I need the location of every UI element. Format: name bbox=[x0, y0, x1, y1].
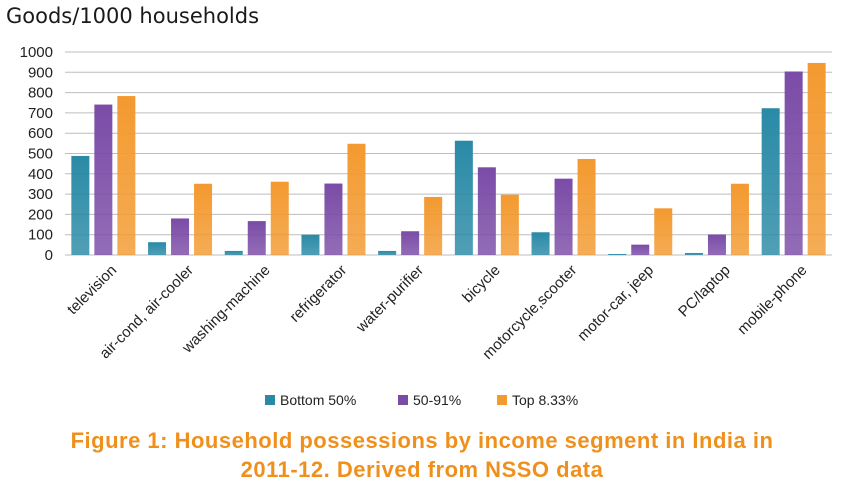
bar bbox=[631, 244, 650, 255]
bar bbox=[807, 62, 826, 255]
bar bbox=[71, 155, 90, 255]
bar bbox=[378, 250, 397, 255]
bar bbox=[247, 221, 266, 255]
bar bbox=[148, 242, 167, 255]
x-tick-label: PC/laptop bbox=[675, 262, 734, 321]
x-tick-label: motor-car, jeep bbox=[574, 262, 657, 345]
bar bbox=[608, 253, 627, 255]
bar bbox=[577, 158, 596, 255]
bar bbox=[94, 104, 113, 256]
bar bbox=[117, 96, 136, 256]
bar bbox=[301, 234, 320, 255]
bar bbox=[500, 194, 519, 255]
caption-line-2: 2011-12. Derived from NSSO data bbox=[240, 457, 604, 482]
bar bbox=[554, 178, 573, 255]
bar bbox=[784, 71, 803, 255]
y-tick-label: 800 bbox=[28, 85, 53, 102]
y-tick-label: 100 bbox=[28, 227, 53, 244]
bar bbox=[401, 231, 420, 255]
legend-label: 50-91% bbox=[413, 392, 461, 408]
x-tick-label: mobile-phone bbox=[734, 262, 810, 338]
bar bbox=[454, 140, 473, 255]
x-tick-label: refrigerator bbox=[286, 262, 350, 326]
y-tick-label: 200 bbox=[28, 206, 53, 223]
bar bbox=[477, 167, 496, 255]
y-tick-label: 0 bbox=[45, 247, 53, 264]
bar bbox=[707, 234, 726, 255]
y-tick-label: 500 bbox=[28, 146, 53, 163]
x-tick-label: bicycle bbox=[459, 262, 503, 306]
x-tick-label: water-purifier bbox=[352, 262, 427, 337]
bar bbox=[324, 183, 343, 255]
y-tick-label: 600 bbox=[28, 125, 53, 142]
legend-swatch bbox=[398, 395, 408, 405]
bar bbox=[194, 183, 213, 255]
x-tick-label: television bbox=[64, 262, 120, 318]
bar bbox=[531, 232, 550, 255]
legend-label: Top 8.33% bbox=[512, 392, 578, 408]
y-tick-label: 900 bbox=[28, 64, 53, 81]
bar bbox=[224, 250, 243, 255]
bar bbox=[761, 108, 780, 255]
bar bbox=[654, 208, 673, 255]
y-tick-label: 700 bbox=[28, 105, 53, 122]
figure-caption: Figure 1: Household possessions by incom… bbox=[0, 426, 844, 484]
legend-label: Bottom 50% bbox=[280, 392, 356, 408]
y-tick-label: 1000 bbox=[20, 44, 53, 61]
bar bbox=[171, 218, 190, 255]
caption-line-1: Figure 1: Household possessions by incom… bbox=[70, 428, 774, 453]
bar bbox=[684, 252, 703, 255]
bar bbox=[730, 183, 749, 255]
legend-swatch bbox=[497, 395, 507, 405]
bar bbox=[424, 196, 443, 255]
y-tick-label: 300 bbox=[28, 186, 53, 203]
bar bbox=[270, 181, 289, 255]
chart-plot: 0 100 200 300 400 500 600 700 800 900 1000 televisi… bbox=[20, 44, 832, 408]
chart-title: Goods/1000 households bbox=[6, 4, 260, 28]
bar bbox=[347, 143, 366, 255]
legend-swatch bbox=[265, 395, 275, 405]
y-tick-label: 400 bbox=[28, 166, 53, 183]
